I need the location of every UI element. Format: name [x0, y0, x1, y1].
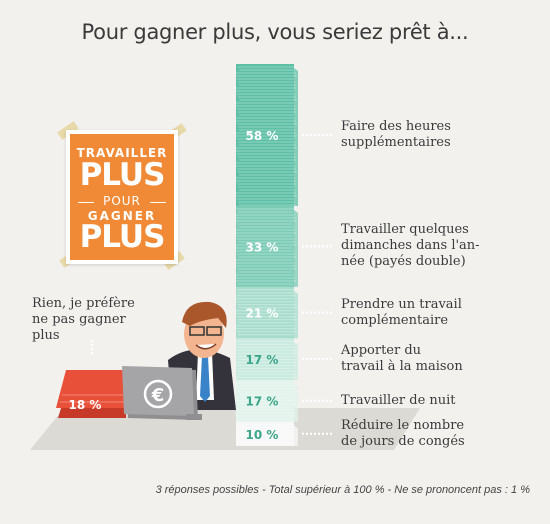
- value-label: 17 %: [246, 395, 279, 409]
- value-label: 21 %: [246, 307, 279, 321]
- poster-line-3: POUR: [78, 194, 166, 208]
- stack-bar: [236, 206, 294, 287]
- stack-segment: [234, 286, 298, 339]
- value-label: 33 %: [246, 240, 279, 254]
- value-label: 10 %: [246, 428, 279, 442]
- stack-segment: [234, 379, 298, 422]
- category-label: Faire des heures supplémentaires: [341, 119, 451, 150]
- stack-segment: [235, 64, 298, 207]
- stack-bar: [236, 421, 294, 446]
- desk: [30, 408, 420, 450]
- stack-segment: [234, 338, 298, 380]
- red-paper-pile: [56, 370, 128, 418]
- category-label: Réduire le nombre de jours de congés: [341, 417, 465, 449]
- stack-bar: [236, 286, 294, 339]
- category-label: Prendre un travail complémentaire: [341, 296, 462, 328]
- extra-value-label: 18 %: [69, 398, 102, 412]
- stack-group: 10 % 17 % 17 % 21 % 33 % 58 %: [234, 64, 298, 446]
- category-label: Travailler de nuit: [341, 392, 456, 408]
- stack-bar: [236, 379, 294, 422]
- poster-line-5: PLUS: [79, 219, 166, 255]
- stack-segment: [234, 206, 298, 287]
- category-label: Apporter du travail à la maison: [341, 343, 463, 375]
- category-label: Travailler quelques dimanches dans l'an-n…: [341, 222, 480, 270]
- svg-text:€: €: [151, 385, 165, 406]
- page-title: Pour gagner plus, vous seriez prêt à...: [81, 20, 469, 44]
- euro-icon: €: [143, 379, 173, 409]
- value-label: 58 %: [246, 129, 279, 143]
- poster-line-1: TRAVAILLER: [76, 146, 168, 160]
- value-label: 17 %: [246, 353, 279, 367]
- monitor: [122, 366, 202, 420]
- poster-line-2: PLUS: [79, 157, 166, 193]
- stack-segment: [234, 421, 298, 446]
- footnote: 3 réponses possibles - Total supérieur à…: [155, 484, 530, 496]
- stack-bar: [236, 338, 294, 380]
- poster-line-4: GAGNER: [87, 209, 157, 223]
- connector-lines: [302, 134, 332, 435]
- stack-bar: [236, 64, 294, 207]
- extra-label: Rien, je préfère ne pas gagner plus: [32, 296, 135, 343]
